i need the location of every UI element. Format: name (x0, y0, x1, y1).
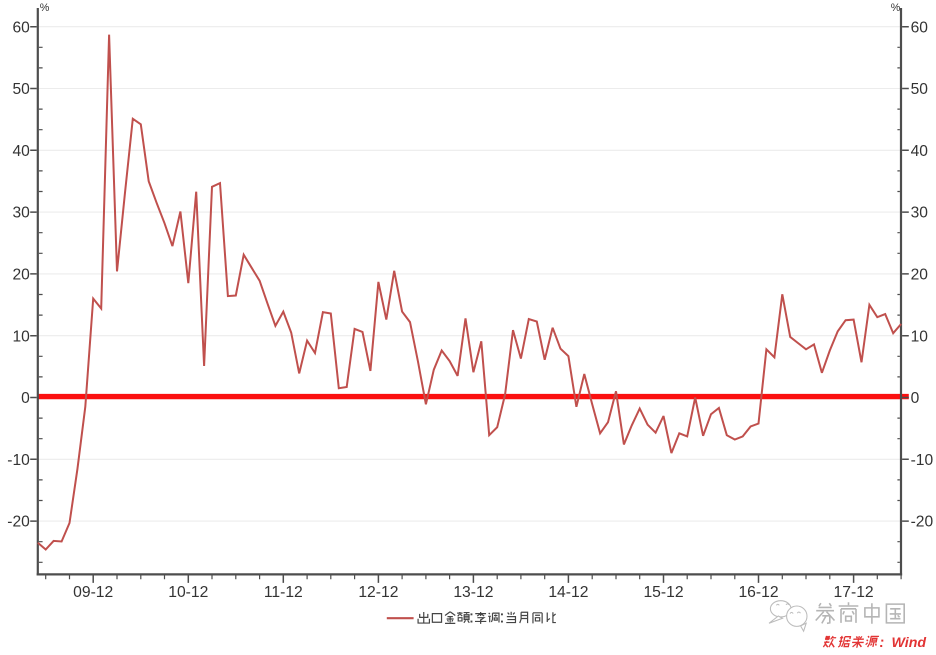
svg-text:60: 60 (911, 19, 929, 36)
svg-text:-20: -20 (7, 514, 30, 531)
svg-text:17-12: 17-12 (834, 584, 874, 601)
svg-text:20: 20 (911, 267, 929, 284)
svg-text:-10: -10 (911, 452, 934, 469)
svg-text:-20: -20 (911, 514, 934, 531)
svg-text:10: 10 (12, 328, 30, 345)
svg-text:14-12: 14-12 (548, 584, 588, 601)
svg-text:Wind: Wind (892, 635, 927, 651)
svg-text:0: 0 (21, 390, 30, 407)
svg-text:13-12: 13-12 (453, 584, 493, 601)
svg-text:50: 50 (911, 81, 929, 98)
svg-text:09-12: 09-12 (73, 584, 113, 601)
svg-text:30: 30 (911, 205, 929, 222)
svg-text:60: 60 (12, 19, 30, 36)
svg-text:10: 10 (911, 328, 929, 345)
svg-text:40: 40 (12, 143, 30, 160)
svg-text:%: % (891, 2, 901, 14)
svg-text:40: 40 (911, 143, 929, 160)
svg-text:30: 30 (12, 205, 30, 222)
svg-text:11-12: 11-12 (264, 584, 303, 601)
svg-text:10-12: 10-12 (168, 584, 208, 601)
svg-text:20: 20 (12, 267, 30, 284)
svg-text:15-12: 15-12 (643, 584, 683, 601)
svg-text:0: 0 (911, 390, 920, 407)
svg-text:50: 50 (12, 81, 30, 98)
svg-text:16-12: 16-12 (738, 584, 778, 601)
svg-text:-10: -10 (7, 452, 30, 469)
svg-text:12-12: 12-12 (358, 584, 398, 601)
svg-text:%: % (40, 2, 50, 14)
